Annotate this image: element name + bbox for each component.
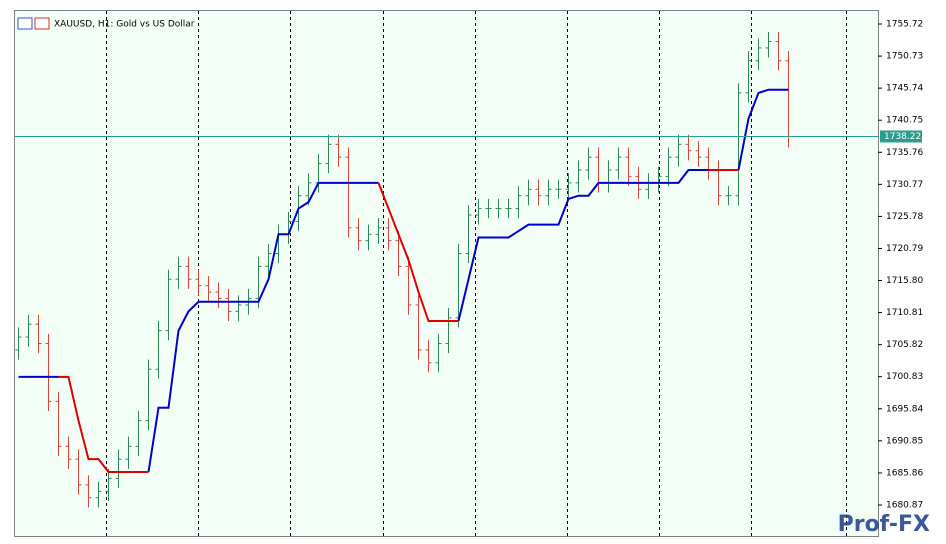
price-bar — [565, 173, 572, 199]
price-label-box — [880, 130, 922, 143]
y-tick-label: 1720.79 — [886, 244, 923, 254]
watermark: Prof-FX — [838, 512, 930, 537]
price-bar — [455, 243, 462, 328]
price-bar — [685, 134, 692, 161]
price-bar — [405, 256, 412, 315]
price-bar — [535, 179, 542, 206]
price-bar — [775, 31, 782, 71]
y-tick-label: 1685.86 — [886, 468, 923, 478]
price-bar — [695, 141, 702, 167]
y-tick-label: 1740.75 — [886, 116, 923, 126]
y-tick-label: 1710.81 — [886, 308, 923, 318]
price-bar — [335, 134, 342, 167]
price-bar — [265, 243, 272, 277]
price-bar — [625, 147, 632, 187]
price-bar — [545, 179, 552, 206]
price-bar — [145, 359, 152, 431]
plot-area — [14, 10, 879, 537]
price-bar — [665, 147, 672, 187]
y-tick-label: 1730.77 — [886, 180, 923, 190]
price-bar — [85, 475, 92, 508]
y-tick-label: 1735.76 — [886, 148, 923, 158]
price-bar — [615, 147, 622, 180]
price-bar — [345, 147, 352, 238]
price-bar — [515, 186, 522, 219]
price-bar — [425, 340, 432, 373]
price-bar — [475, 198, 482, 225]
price-bar — [105, 468, 112, 501]
price-bar — [135, 410, 142, 456]
indicator-line — [58, 169, 739, 474]
y-tick-label: 1705.82 — [886, 340, 923, 350]
price-bar — [675, 134, 682, 167]
price-bar — [155, 321, 162, 379]
y-tick-label: 1745.74 — [886, 84, 923, 94]
price-bar — [325, 134, 332, 174]
price-bar — [365, 224, 372, 251]
price-bar — [45, 333, 52, 411]
price-bar — [375, 218, 382, 244]
price-bar — [125, 436, 132, 469]
price-bar — [435, 333, 442, 373]
y-tick-label: 1680.87 — [886, 500, 923, 510]
y-tick-label: 1755.72 — [886, 20, 923, 30]
price-bar — [75, 449, 82, 495]
price-bar — [35, 314, 42, 354]
price-bar — [725, 186, 732, 206]
price-bar — [585, 147, 592, 180]
y-tick-label: 1725.78 — [886, 212, 923, 222]
y-tick-label: 1690.85 — [886, 436, 923, 446]
price-bar — [215, 282, 222, 309]
price-bar — [15, 327, 22, 360]
price-bar — [745, 51, 752, 103]
price-bar — [195, 269, 202, 296]
price-bar — [185, 256, 192, 289]
price-bar — [385, 218, 392, 251]
price-bar — [755, 38, 762, 71]
y-tick-label: 1695.84 — [886, 404, 923, 414]
price-bar — [505, 198, 512, 219]
price-bar — [55, 391, 62, 456]
price-label: 1738.22 — [884, 132, 921, 142]
indicator-line — [18, 88, 789, 473]
price-bar — [465, 205, 472, 264]
price-bar — [355, 218, 362, 251]
price-bar — [575, 160, 582, 193]
price-bar — [65, 436, 72, 469]
price-bar — [115, 449, 122, 489]
price-bar — [165, 269, 172, 341]
price-bar — [175, 256, 182, 289]
price-bar — [495, 198, 502, 219]
price-bar — [555, 179, 562, 199]
price-bar — [395, 231, 402, 277]
chart-title: XAUUSD, H1: Gold vs US Dollar — [54, 20, 195, 30]
symbol-icon — [17, 17, 50, 30]
price-bar — [765, 31, 772, 58]
price-bar — [205, 276, 212, 302]
price-bar — [735, 83, 742, 206]
price-bar — [95, 481, 102, 508]
price-bar — [415, 295, 422, 360]
price-bar — [25, 314, 32, 347]
price-bar — [485, 198, 492, 219]
price-bar — [225, 288, 232, 322]
price-bar — [235, 295, 242, 322]
y-tick-label: 1750.73 — [886, 52, 923, 62]
y-tick-label: 1715.80 — [886, 276, 923, 286]
price-bar — [445, 308, 452, 354]
y-tick-label: 1700.83 — [886, 372, 923, 382]
price-bar — [525, 179, 532, 206]
